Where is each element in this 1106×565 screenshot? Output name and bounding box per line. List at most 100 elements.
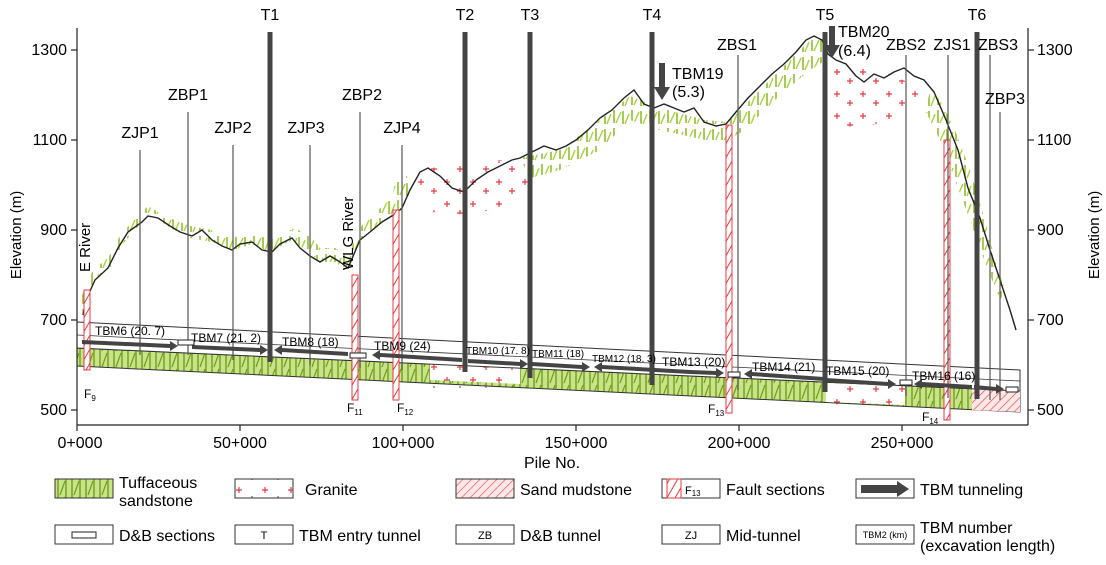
y-tick-label: 1300 — [1037, 42, 1073, 59]
shaft-line — [999, 112, 1000, 400]
shaft-label: ZJP3 — [287, 120, 324, 137]
fault-label-f9: F9 — [84, 387, 96, 403]
shaft-line — [463, 32, 468, 372]
legend-tuff-label-2: sandstone — [119, 493, 193, 510]
granite-region — [826, 62, 930, 130]
shaft-label: ZBS1 — [717, 37, 757, 54]
shaft-line — [947, 55, 948, 398]
tbm19-length: (5.3) — [672, 84, 705, 101]
tbm-segment-label: TBM10 (17. 8) — [466, 346, 530, 357]
tbm-segment-label: TBM15 (20) — [826, 364, 889, 378]
db-section — [900, 380, 912, 385]
fault-section — [726, 125, 732, 413]
db-section-icon — [72, 532, 96, 538]
e-river-label: E River — [77, 223, 94, 272]
legend-tbmnum-symbol: TBM2 (km) — [863, 530, 908, 540]
fault-label-f11: F11 — [347, 401, 363, 417]
shaft-label: ZJS1 — [933, 37, 970, 54]
db-section — [178, 340, 194, 345]
shaft-line — [823, 32, 828, 392]
y-tick-labels-right: 500 700 900 1100 1300 — [1037, 42, 1073, 419]
tbm-segment-label: TBM16 (16) — [912, 369, 975, 383]
legend: Tuffaceous sandstone Granite Sand mudsto… — [55, 475, 1055, 555]
x-tick-label: 200+000 — [708, 435, 771, 452]
shaft-line — [268, 32, 273, 362]
legend-mid-label: Mid-tunnel — [726, 528, 801, 545]
shaft-label: T6 — [968, 7, 987, 24]
legend-granite-swatch — [235, 479, 293, 498]
y-tick-label: 700 — [40, 312, 67, 329]
shaft-line — [528, 32, 533, 378]
legend-granite-label: Granite — [305, 482, 358, 499]
x-tick-label: 50+000 — [213, 435, 267, 452]
shaft-label: ZJP2 — [214, 120, 251, 137]
y-tick-label: 700 — [1037, 312, 1064, 329]
y-tick-label: 500 — [40, 402, 67, 419]
tbm-segment-label: TBM14 (21) — [752, 360, 815, 374]
tbm-segment-label: TBM11 (18) — [532, 349, 584, 360]
x-tick-label: 100+000 — [372, 435, 435, 452]
y-tick-label: 500 — [1037, 402, 1064, 419]
shaft-line — [309, 145, 310, 365]
shaft-label: T1 — [261, 7, 280, 24]
db-section — [728, 372, 740, 377]
tbm20-label: TBM20 — [838, 24, 890, 41]
tbm-segment-label: TBM13 (20) — [662, 355, 725, 369]
legend-fault-swatch-hatch — [667, 479, 681, 498]
db-section — [350, 353, 366, 358]
tbm-segment-label: TBM8 (18) — [282, 335, 339, 349]
db-section — [1006, 387, 1018, 392]
legend-fault-label: Fault sections — [726, 482, 825, 499]
fault-label-f13: F13 — [708, 402, 725, 418]
wlg-river-label: WLG River — [340, 197, 357, 270]
shaft-line — [975, 32, 980, 399]
legend-mid-symbol: ZJ — [685, 530, 697, 542]
legend-tbm-label: TBM tunneling — [920, 482, 1023, 499]
legend-tuff-swatch — [55, 479, 113, 498]
shaft-line — [737, 55, 738, 390]
legend-mudstone-swatch — [456, 479, 514, 498]
shaft-label: ZBP2 — [342, 87, 382, 104]
shaft-line — [232, 145, 233, 360]
y-tick-label: 1100 — [1037, 132, 1072, 149]
tuffaceous-band — [925, 92, 1005, 300]
shaft-label: ZBP1 — [168, 87, 208, 104]
legend-tbmnum-label-1: TBM number — [920, 520, 1013, 537]
x-tick-labels: 0+000 50+000 100+000 150+000 200+000 250… — [58, 435, 934, 452]
shaft-line — [650, 32, 655, 385]
shaft-label: T3 — [521, 7, 540, 24]
granite-region — [407, 158, 530, 215]
shaft-label: ZBP3 — [985, 91, 1025, 108]
fault-label-f12: F12 — [397, 401, 414, 417]
x-tick-label: 250+000 — [871, 435, 934, 452]
shaft-line — [359, 112, 360, 368]
fault-section — [393, 210, 399, 400]
legend-tbmnum-label-2: (excavation length) — [920, 538, 1055, 555]
shaft-line — [187, 112, 188, 355]
tbm19-label: TBM19 — [672, 66, 724, 83]
shaft-label: T2 — [456, 7, 475, 24]
shaft-line — [401, 145, 402, 370]
shaft-label: ZBS2 — [886, 37, 926, 54]
y-tick-label: 1100 — [33, 132, 68, 149]
tbm19-down-arrow — [654, 63, 670, 100]
y-axis-label-right: Elevation (m) — [1086, 191, 1103, 279]
legend-dbtunnel-label: D&B tunnel — [520, 528, 601, 545]
granite-band-2 — [826, 383, 905, 405]
x-axis-label: Pile No. — [524, 455, 580, 472]
shaft-label: ZJP4 — [383, 120, 420, 137]
legend-mudstone-label: Sand mudstone — [520, 482, 632, 499]
legend-entry-label: TBM entry tunnel — [299, 528, 421, 545]
y-tick-label: 900 — [1037, 222, 1064, 239]
legend-tuff-label-1: Tuffaceous — [119, 475, 197, 492]
shaft-line — [905, 55, 906, 396]
tbm-segment-label: TBM6 (20. 7) — [95, 324, 165, 338]
shaft-label: T5 — [816, 7, 835, 24]
x-tick-label: 0+000 — [58, 435, 103, 452]
fault-section — [84, 290, 90, 370]
tbm20-length: (6.4) — [838, 43, 871, 60]
shaft-label: ZBS3 — [978, 37, 1018, 54]
legend-dbtunnel-symbol: ZB — [478, 530, 492, 542]
